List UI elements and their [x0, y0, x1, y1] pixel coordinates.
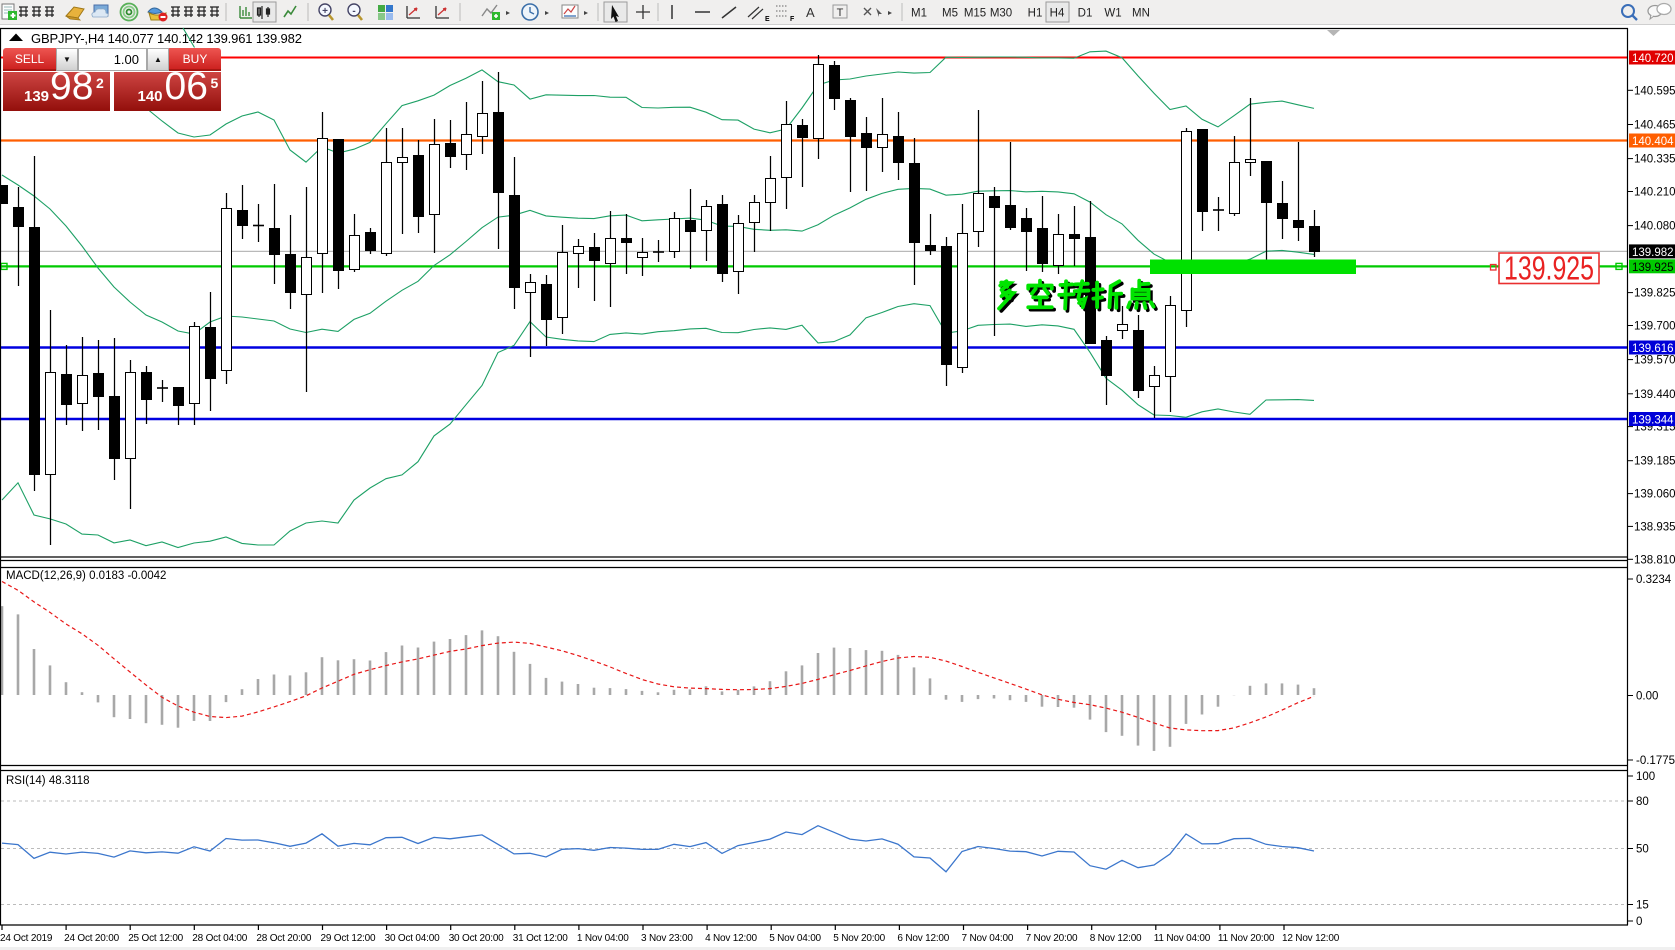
svg-text:139.825: 139.825 — [1634, 288, 1675, 300]
svg-text:28 Oct 20:00: 28 Oct 20:00 — [256, 933, 311, 944]
svg-text:1 Nov 04:00: 1 Nov 04:00 — [577, 933, 629, 944]
svg-text:H4: H4 — [1050, 8, 1065, 20]
svg-text:T: T — [837, 7, 844, 19]
svg-text:H1: H1 — [1028, 8, 1043, 20]
svg-text:139.616: 139.616 — [1632, 343, 1674, 355]
svg-text:29 Oct 12:00: 29 Oct 12:00 — [321, 933, 376, 944]
svg-text:140.080: 140.080 — [1634, 221, 1675, 233]
svg-text:80: 80 — [1636, 796, 1649, 808]
svg-text:-0.1775: -0.1775 — [1636, 755, 1675, 767]
svg-text:31 Oct 12:00: 31 Oct 12:00 — [513, 933, 568, 944]
svg-text:E: E — [765, 16, 770, 23]
svg-text:0: 0 — [1636, 916, 1642, 928]
svg-text:139.925: 139.925 — [1504, 250, 1594, 287]
svg-text:7 Nov 20:00: 7 Nov 20:00 — [1026, 933, 1078, 944]
svg-text:139.570: 139.570 — [1634, 355, 1675, 367]
svg-text:11 Nov 04:00: 11 Nov 04:00 — [1154, 933, 1211, 944]
svg-text:24 Oct 20:00: 24 Oct 20:00 — [64, 933, 119, 944]
svg-text:5 Nov 04:00: 5 Nov 04:00 — [769, 933, 821, 944]
svg-text:W1: W1 — [1104, 8, 1121, 20]
svg-text:139.925: 139.925 — [1632, 262, 1674, 274]
svg-text:5 Nov 20:00: 5 Nov 20:00 — [833, 933, 885, 944]
svg-text:140.335: 140.335 — [1634, 154, 1675, 166]
svg-text:GBPJPY-,H4 140.077 140.142 13: GBPJPY-,H4 140.077 140.142 139.961 139.9… — [31, 31, 302, 46]
svg-text:100: 100 — [1636, 771, 1655, 783]
svg-text:F: F — [790, 16, 795, 23]
svg-text:139.982: 139.982 — [1632, 247, 1674, 259]
svg-text:139.440: 139.440 — [1634, 389, 1675, 401]
svg-text:140.210: 140.210 — [1634, 187, 1675, 199]
svg-text:M15: M15 — [964, 8, 986, 20]
svg-text:+: + — [322, 6, 328, 17]
svg-text:A: A — [806, 5, 815, 20]
svg-text:M30: M30 — [990, 8, 1012, 20]
svg-text:M1: M1 — [911, 8, 927, 20]
svg-text:D1: D1 — [1078, 8, 1093, 20]
svg-text:7 Nov 04:00: 7 Nov 04:00 — [962, 933, 1014, 944]
svg-text:28 Oct 04:00: 28 Oct 04:00 — [192, 933, 247, 944]
svg-text:25 Oct 12:00: 25 Oct 12:00 — [128, 933, 183, 944]
svg-text:0.3234: 0.3234 — [1636, 574, 1672, 586]
svg-text:MACD(12,26,9) 0.0183 -0.0042: MACD(12,26,9) 0.0183 -0.0042 — [6, 570, 166, 582]
svg-text:140.465: 140.465 — [1634, 120, 1675, 132]
svg-text:6 Nov 12:00: 6 Nov 12:00 — [897, 933, 949, 944]
svg-text:11 Nov 20:00: 11 Nov 20:00 — [1218, 933, 1275, 944]
svg-text:139.344: 139.344 — [1632, 415, 1674, 427]
svg-text:-: - — [352, 6, 355, 17]
svg-text:12 Nov 12:00: 12 Nov 12:00 — [1282, 933, 1340, 944]
svg-text:138.935: 138.935 — [1634, 521, 1675, 533]
svg-text:8 Nov 12:00: 8 Nov 12:00 — [1090, 933, 1142, 944]
svg-text:50: 50 — [1636, 844, 1649, 856]
svg-text:140.595: 140.595 — [1634, 85, 1675, 97]
svg-text:24 Oct 2019: 24 Oct 2019 — [0, 933, 53, 944]
svg-text:140.404: 140.404 — [1632, 136, 1674, 148]
svg-text:30 Oct 04:00: 30 Oct 04:00 — [385, 933, 440, 944]
svg-text:139.060: 139.060 — [1634, 489, 1675, 501]
svg-text:4 Nov 12:00: 4 Nov 12:00 — [705, 933, 757, 944]
svg-text:MN: MN — [1132, 8, 1150, 20]
svg-text:139.700: 139.700 — [1634, 321, 1675, 333]
svg-text:138.810: 138.810 — [1634, 554, 1675, 566]
svg-text:139.185: 139.185 — [1634, 456, 1675, 468]
svg-text:30 Oct 20:00: 30 Oct 20:00 — [449, 933, 504, 944]
svg-text:15: 15 — [1636, 900, 1649, 912]
svg-text:RSI(14) 48.3118: RSI(14) 48.3118 — [6, 775, 90, 787]
svg-text:0.00: 0.00 — [1636, 691, 1658, 703]
svg-text:140.720: 140.720 — [1632, 53, 1674, 65]
svg-text:M5: M5 — [942, 8, 958, 20]
svg-text:3 Nov 23:00: 3 Nov 23:00 — [641, 933, 693, 944]
